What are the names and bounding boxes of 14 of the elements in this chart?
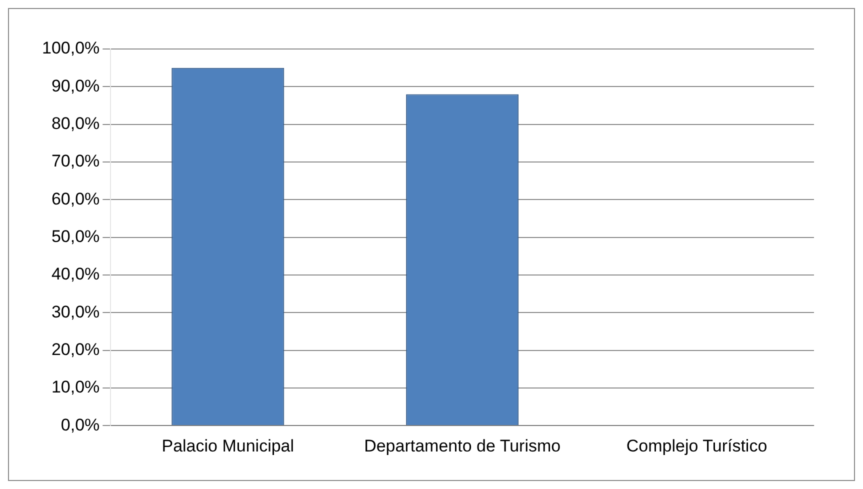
y-tick-label: 40,0% (51, 264, 100, 284)
y-tick-label: 60,0% (51, 189, 100, 208)
y-tick-label: 90,0% (51, 76, 100, 96)
y-tick-label: 0,0% (60, 415, 100, 434)
y-tick-label: 10,0% (51, 378, 100, 397)
y-tick-label: 50,0% (51, 226, 100, 246)
x-tick-label: Palacio Municipal (162, 436, 294, 456)
y-tick-label: 80,0% (51, 114, 100, 134)
x-tick-label: Departamento de Turismo (364, 436, 561, 456)
y-tick-label: 70,0% (51, 152, 100, 171)
y-tick-label: 30,0% (51, 302, 100, 322)
y-tick-label: 100,0% (42, 38, 100, 58)
x-tick-label: Complejo Turístico (626, 436, 768, 456)
y-tick-label: 20,0% (51, 340, 100, 359)
